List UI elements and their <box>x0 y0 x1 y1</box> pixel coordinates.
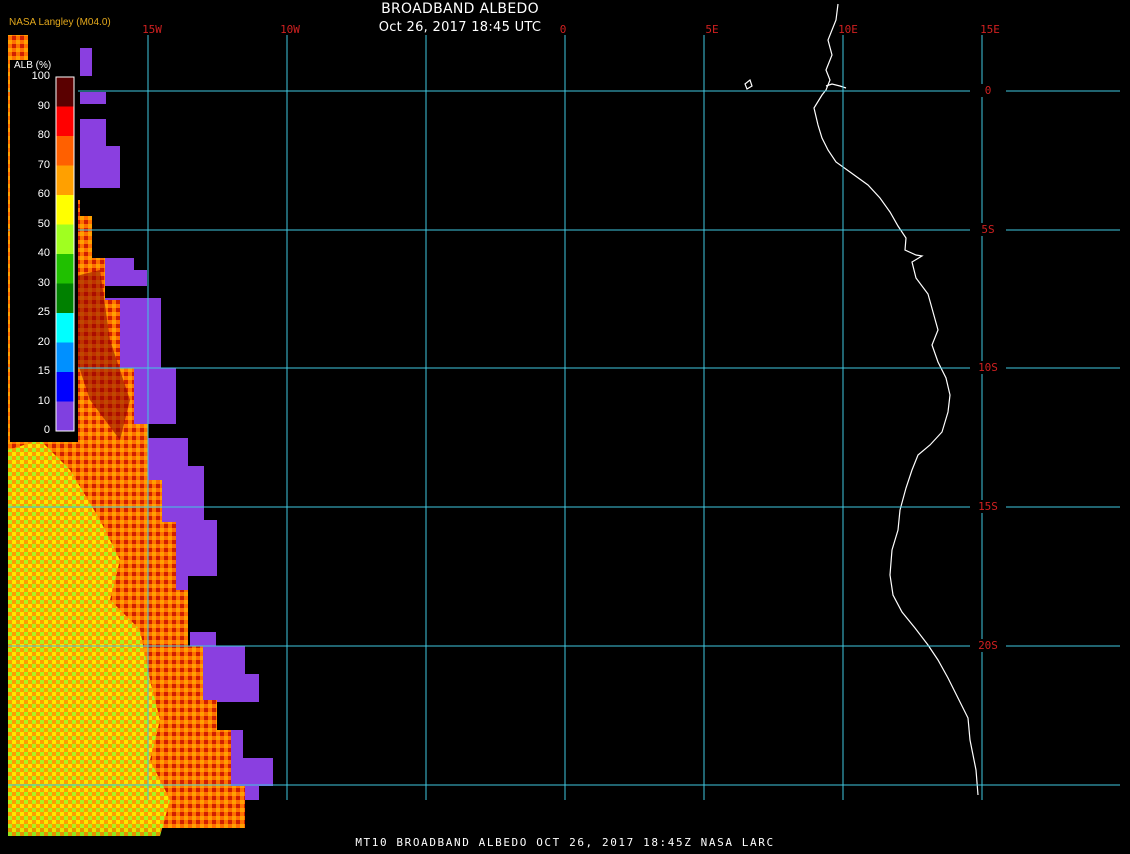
legend-swatch <box>56 283 74 314</box>
legend-color-bar <box>56 77 74 432</box>
footer-caption: MT10 BROADBAND ALBEDO OCT 26, 2017 18:45… <box>355 836 775 849</box>
legend-frame <box>55 76 75 432</box>
legend-tick-label: 60 <box>37 188 50 200</box>
legend-swatch <box>56 313 74 343</box>
longitude-label: 15E <box>980 23 1000 36</box>
legend-swatch <box>56 342 74 373</box>
longitude-label: 5E <box>705 23 718 36</box>
latitude-label: 5S <box>981 223 994 236</box>
legend-title: ALB (%) <box>14 60 52 71</box>
latitude-label: 0 <box>985 84 992 97</box>
legend-tick-label: 90 <box>37 99 50 112</box>
legend-tick-label: 80 <box>37 129 50 141</box>
latitude-label: 15S <box>978 500 998 513</box>
legend-tick-label: 50 <box>37 217 50 230</box>
legend-swatch <box>56 254 74 284</box>
longitude-label: 10W <box>280 23 300 36</box>
legend-tick-label: 15 <box>37 365 50 377</box>
latitude-label-background <box>970 500 1006 513</box>
map-subtitle: Oct 26, 2017 18:45 UTC <box>378 20 542 35</box>
latitude-label: 20S <box>978 639 998 652</box>
longitude-label: 0 <box>560 23 567 36</box>
legend-tick-label: 0 <box>43 424 50 436</box>
latitude-label-background <box>970 361 1006 374</box>
legend-swatch <box>56 224 74 255</box>
legend-swatch <box>56 165 74 196</box>
longitude-label: 15W <box>142 23 162 36</box>
map-title: BROADBAND ALBEDO <box>381 1 539 17</box>
provider-label: NASA Langley (M04.0) <box>9 17 111 28</box>
legend-swatch <box>56 372 74 402</box>
legend-tick-label: 70 <box>37 158 50 171</box>
legend-swatch <box>56 195 74 225</box>
legend-tick-label: 30 <box>37 276 50 289</box>
legend-tick-label: 40 <box>37 247 50 259</box>
legend-tick-label: 25 <box>37 306 50 318</box>
legend-swatch <box>56 106 74 137</box>
legend-tick-label: 100 <box>31 70 50 82</box>
cloud-band-green <box>8 440 170 836</box>
legend-swatch <box>56 136 74 166</box>
latitude-label-background <box>970 223 1006 236</box>
longitude-label: 10E <box>838 23 858 36</box>
latitude-label-background <box>970 84 1006 97</box>
legend-swatch <box>56 401 74 432</box>
legend-swatch <box>56 77 74 107</box>
latitude-label: 10S <box>978 361 998 374</box>
island-bioko <box>744 78 753 90</box>
graticule <box>8 35 1120 800</box>
latitude-label-background <box>970 639 1006 652</box>
grid-labels: 15W 10W 0 5E 10E 15E 0 5S 10S 15S 20S <box>142 23 1006 652</box>
legend-tick-label: 20 <box>37 335 50 348</box>
coastline <box>813 3 979 796</box>
legend <box>10 60 78 442</box>
legend-tick-label: 10 <box>37 394 50 407</box>
